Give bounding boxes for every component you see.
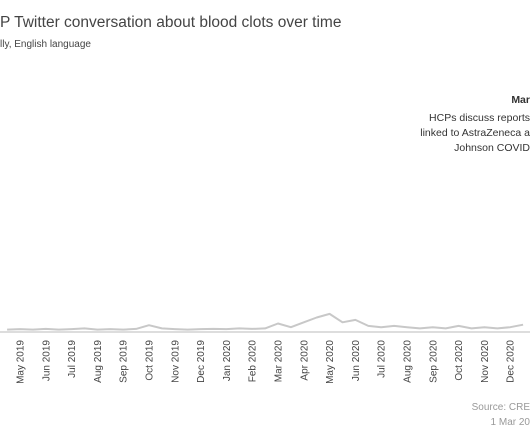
x-tick-label: Nov 2020 <box>480 340 491 383</box>
data-line <box>7 312 524 331</box>
source: Source: CRE <box>472 402 530 413</box>
annotation-title: Mar <box>511 94 530 106</box>
x-tick-label: Nov 2019 <box>170 340 181 383</box>
x-tick-label: Jan 2020 <box>222 340 233 382</box>
x-tick-label: May 2019 <box>16 340 27 384</box>
x-tick-label: Sep 2020 <box>428 340 439 383</box>
annotation-line: linked to AstraZeneca a <box>420 127 530 139</box>
x-tick-label: Dec 2019 <box>196 340 207 383</box>
x-tick-label: Dec 2020 <box>506 340 517 383</box>
x-tick-label: Mar 2020 <box>274 340 285 383</box>
x-tick-label: Apr 2020 <box>299 340 310 381</box>
x-tick-label: Jul 2020 <box>377 340 388 378</box>
x-tick-label: Oct 2019 <box>145 340 156 381</box>
chart-title: P Twitter conversation about blood clots… <box>0 14 341 31</box>
x-tick-label: May 2020 <box>325 340 336 384</box>
x-tick-label: Jul 2019 <box>67 340 78 378</box>
annotation-line: HCPs discuss reports <box>429 112 530 124</box>
x-tick-label: Jun 2020 <box>351 340 362 382</box>
x-tick-label: Jun 2019 <box>41 340 52 382</box>
chart-subtitle: lly, English language <box>0 39 91 50</box>
annotation-line: Johnson COVID <box>454 142 530 154</box>
x-tick-label: Aug 2020 <box>403 340 414 383</box>
x-tick-label: Oct 2020 <box>454 340 465 381</box>
x-tick-label: Sep 2019 <box>119 340 130 383</box>
x-tick-label: Aug 2019 <box>93 340 104 383</box>
source: 1 Mar 20 <box>491 417 530 428</box>
x-tick-label: Feb 2020 <box>248 340 259 383</box>
